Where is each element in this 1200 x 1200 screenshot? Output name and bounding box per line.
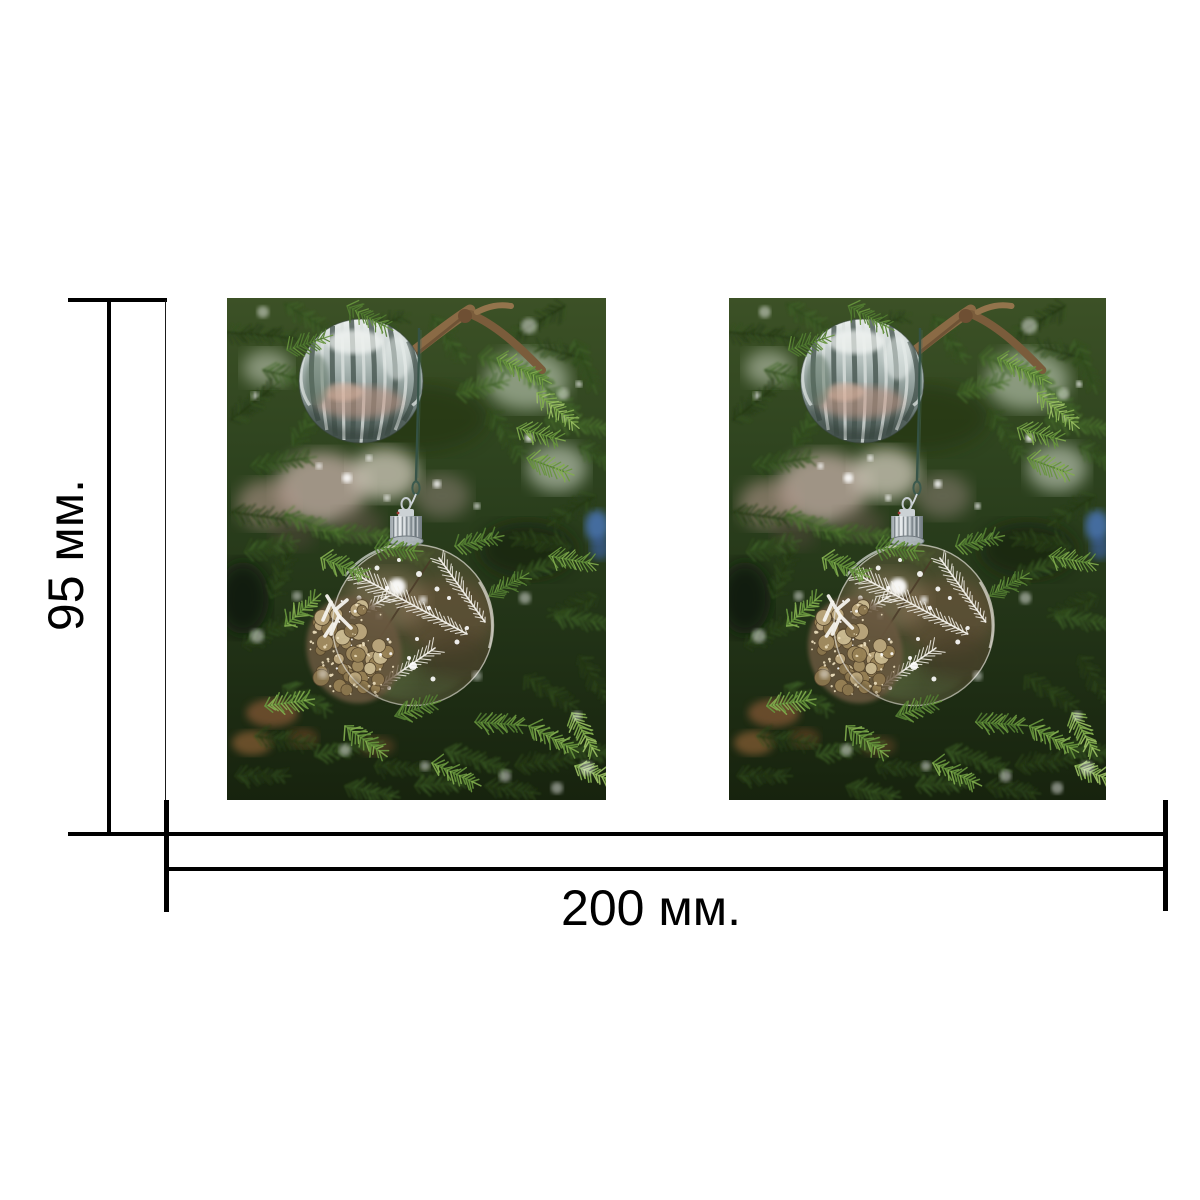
width-dimension-label: 200 мм. xyxy=(561,880,741,936)
width-dimension-line xyxy=(165,867,1168,871)
photo-print-2 xyxy=(729,298,1106,800)
photo-print-1 xyxy=(227,298,606,800)
bottom-edge-line xyxy=(68,832,1168,836)
height-dimension-tick-top xyxy=(68,298,167,302)
height-dimension-line xyxy=(107,298,111,836)
height-dimension-label: 95 мм. xyxy=(38,478,94,632)
width-dimension-tick-left xyxy=(164,800,169,912)
width-dimension-tick-right xyxy=(1163,800,1168,911)
left-extension-line xyxy=(165,300,166,800)
